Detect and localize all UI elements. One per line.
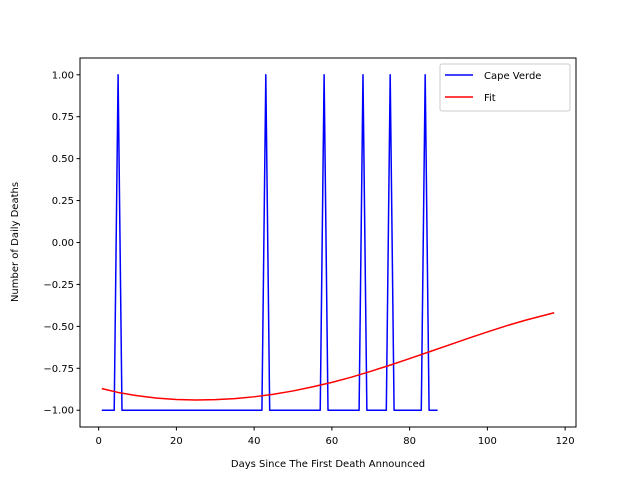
x-tick-label: 60: [326, 436, 339, 447]
legend: Cape Verde Fit: [439, 63, 571, 112]
y-tick-label: −0.50: [43, 322, 74, 333]
x-tick-label: 80: [403, 436, 416, 447]
x-axis-ticks: 0 20 40 60 80 100 120: [95, 427, 575, 447]
y-axis-ticks: −1.00 −0.75 −0.50 −0.25 0.00 0.25 0.50 0.75 1.00: [43, 70, 80, 417]
plot-lines: [101, 74, 555, 411]
y-tick-label: −0.25: [43, 280, 74, 291]
x-tick-label: 0: [95, 436, 101, 447]
x-tick-label: 20: [170, 436, 183, 447]
series-line-fit: [101, 312, 555, 401]
x-tick-label: 100: [478, 436, 497, 447]
x-tick-label: 120: [556, 436, 575, 447]
y-tick-label: 0.25: [52, 196, 74, 207]
y-tick-label: 0.50: [52, 154, 74, 165]
legend-label-fit: Fit: [484, 93, 496, 104]
y-tick-label: −1.00: [43, 406, 74, 417]
series-line-cape-verde: [101, 74, 438, 411]
y-tick-label: −0.75: [43, 364, 74, 375]
x-axis-label: Days Since The First Death Announced: [231, 459, 425, 470]
y-tick-label: 0.00: [52, 238, 74, 249]
legend-label-cape-verde: Cape Verde: [484, 71, 541, 82]
y-tick-label: 0.75: [52, 112, 74, 123]
y-axis-label: Number of Daily Deaths: [10, 182, 21, 302]
y-tick-label: 1.00: [52, 70, 74, 81]
x-tick-label: 40: [248, 436, 261, 447]
